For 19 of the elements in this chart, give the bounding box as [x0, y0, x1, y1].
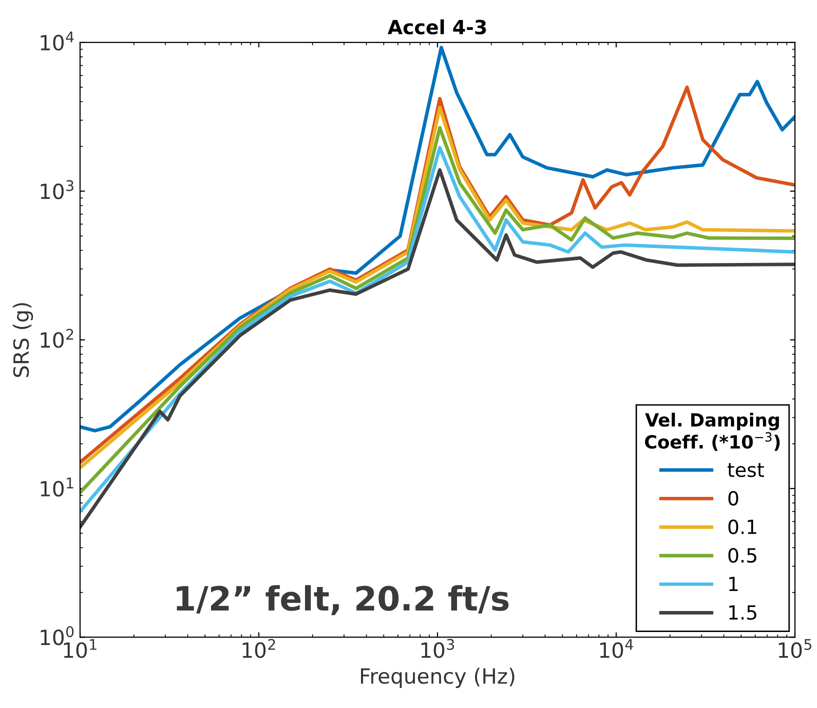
- x-axis-title: Frequency (Hz): [360, 668, 514, 688]
- legend-label: 1.5: [729, 605, 756, 620]
- legend-label: 0: [728, 490, 738, 506]
- y-tick-label: 10$^{3}$: [40, 180, 74, 200]
- legend-label: 1: [729, 576, 738, 592]
- legend-title: Vel. Damping Coeff. (*10$^{−3}$): [645, 412, 780, 451]
- y-axis-title: SRS (g): [12, 303, 33, 377]
- x-tick-label: 10$^{4}$: [600, 639, 634, 658]
- legend-label: test: [728, 463, 764, 478]
- y-tick-label: 10$^{2}$: [40, 328, 74, 348]
- legend-label: 0.5: [728, 548, 756, 563]
- y-tick-label: 10$^{4}$: [40, 32, 74, 51]
- x-tick-label: 10$^{5}$: [778, 639, 812, 658]
- x-tick-label: 10$^{2}$: [242, 638, 275, 658]
- x-tick-label: 10$^{3}$: [421, 638, 454, 658]
- legend-label: 0.1: [728, 519, 756, 534]
- y-tick-label: 10$^{1}$: [40, 478, 74, 497]
- chart-title: Accel 4-3: [388, 19, 486, 34]
- annotation: 1/2” felt, 20.2 ft/s: [176, 585, 509, 616]
